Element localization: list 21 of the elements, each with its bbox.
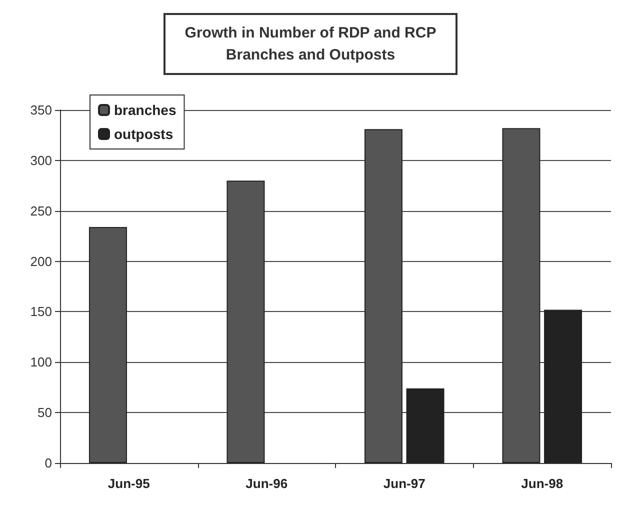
y-tick-label: 100	[30, 354, 52, 370]
bar	[364, 129, 402, 463]
y-tick-label: 150	[30, 304, 52, 320]
x-tick-label: Jun-95	[108, 476, 150, 491]
bar	[502, 128, 540, 463]
y-tick-label: 350	[30, 102, 52, 118]
y-tick-label: 0	[44, 456, 52, 470]
bar	[544, 310, 582, 463]
y-tick-label: 250	[30, 203, 52, 218]
legend-label: outposts	[114, 126, 174, 142]
bar	[88, 226, 127, 463]
x-tick-label: Jun-97	[383, 476, 426, 491]
bar	[406, 388, 444, 463]
x-tick-label: Jun-98	[521, 476, 564, 491]
y-tick-label: 300	[30, 152, 52, 168]
legend-label: branches	[114, 102, 176, 118]
y-tick-label: 200	[30, 254, 52, 269]
x-tick-label: Jun-96	[246, 476, 288, 491]
chart-title: Growth in Number of RDP and RCP Branches and Outposts	[184, 24, 436, 64]
bar	[226, 180, 265, 463]
y-tick-label: 50	[38, 405, 52, 420]
